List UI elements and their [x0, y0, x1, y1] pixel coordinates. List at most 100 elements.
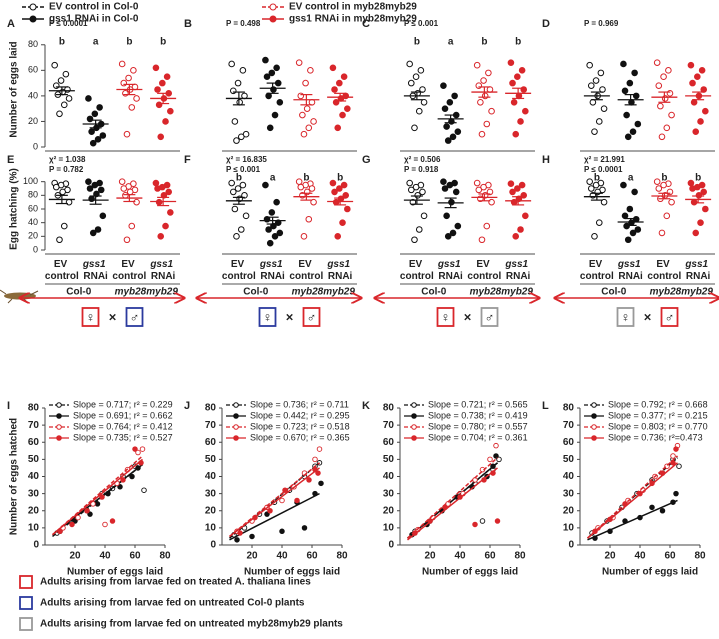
data-point — [56, 110, 63, 118]
stat-text: P = 0.782 — [49, 165, 84, 174]
data-point — [308, 185, 316, 192]
significance-letter: b — [661, 173, 667, 184]
data-point — [673, 446, 679, 452]
y-tick-label: 20 — [563, 505, 575, 516]
data-point — [595, 219, 603, 226]
data-point — [233, 233, 240, 240]
y-tick-label: 70 — [205, 420, 217, 431]
data-point — [697, 219, 704, 226]
data-point — [694, 73, 701, 81]
male-symbol: ♂ — [485, 309, 495, 324]
data-point — [623, 111, 630, 119]
legend-marker — [411, 402, 417, 408]
data-point — [477, 98, 484, 106]
data-point — [507, 180, 515, 188]
x-tick-label: 60 — [306, 551, 318, 562]
panel-label: A — [7, 18, 15, 30]
data-point — [690, 198, 698, 206]
data-point — [692, 128, 700, 135]
x-tick-label: 60 — [664, 551, 676, 562]
cross-box — [258, 307, 277, 327]
data-point — [411, 124, 418, 132]
cross-box — [480, 307, 499, 327]
data-point — [592, 77, 600, 84]
data-point — [237, 226, 245, 233]
box-legend-swatch — [19, 575, 33, 589]
data-point — [297, 92, 305, 100]
y-tick-label: 10 — [28, 523, 40, 534]
data-point — [60, 222, 68, 230]
stat-text: P ≤ 0.001 — [226, 165, 261, 174]
data-point — [473, 61, 481, 69]
data-point — [155, 198, 163, 206]
x-tick-label: 20 — [69, 551, 81, 562]
category-label: gss1 RNAi — [149, 259, 176, 282]
data-point — [307, 67, 314, 74]
data-point — [668, 111, 675, 119]
data-point — [666, 90, 674, 97]
data-point — [306, 477, 312, 483]
y-tick-label: 80 — [28, 190, 38, 200]
legend-marker — [56, 413, 62, 419]
data-point — [89, 139, 97, 147]
data-point — [517, 226, 524, 233]
data-point — [99, 212, 107, 220]
group-label: Col-0 — [243, 287, 268, 298]
data-point — [514, 185, 521, 192]
stat-text: P = 0.498 — [226, 19, 261, 28]
data-point — [483, 222, 491, 230]
data-point — [312, 456, 318, 463]
significance-letter: b — [337, 173, 343, 184]
data-point — [154, 185, 161, 192]
data-point — [152, 64, 160, 72]
legend-marker — [591, 424, 597, 430]
data-point — [282, 487, 288, 493]
female-symbol: ♀ — [263, 309, 273, 324]
y-tick-label: 80 — [563, 403, 575, 414]
data-point — [522, 107, 529, 115]
data-point — [687, 61, 695, 69]
data-point — [329, 179, 337, 187]
data-point — [305, 124, 313, 132]
data-point — [451, 92, 458, 100]
y-tick-label: 70 — [383, 420, 395, 431]
data-point — [152, 179, 160, 187]
data-point — [657, 102, 664, 110]
cross-sign: × — [644, 309, 652, 324]
data-point — [301, 525, 308, 531]
data-point — [412, 73, 420, 81]
y-tick-label: 30 — [563, 488, 575, 499]
panel-label: B — [184, 18, 192, 30]
x-tick-label: 80 — [514, 551, 526, 562]
series-label: Slope = 0.442; r² = 0.295 — [250, 410, 350, 420]
data-point — [132, 446, 138, 452]
data-point — [125, 74, 132, 82]
x-tick-label: 80 — [159, 551, 171, 562]
fit-line — [52, 458, 143, 536]
series-label: Slope = 0.736; r² = 0.711 — [250, 399, 349, 409]
data-point — [295, 59, 303, 66]
stat-text: χ² = 1.038 — [49, 155, 86, 164]
series-label: Slope = 0.780; r² = 0.557 — [428, 421, 528, 431]
y-tick-label: 20 — [383, 505, 395, 516]
x-tick-label: 20 — [604, 551, 616, 562]
data-point — [600, 105, 608, 112]
data-point — [65, 95, 73, 102]
data-point — [480, 183, 487, 191]
data-point — [440, 178, 447, 185]
x-tick-label: 20 — [246, 551, 258, 562]
legend-marker — [591, 435, 597, 441]
data-point — [52, 82, 60, 89]
group-label: myb28myb29 — [115, 287, 179, 298]
data-point — [318, 480, 324, 487]
y-tick-label: 30 — [205, 488, 217, 499]
data-point — [233, 137, 240, 144]
data-point — [270, 222, 277, 230]
data-point — [415, 226, 423, 233]
y-tick-label: 50 — [28, 454, 40, 465]
data-point — [270, 86, 277, 93]
y-tick-label: 10 — [383, 523, 395, 534]
data-point — [339, 219, 346, 226]
data-point — [118, 60, 126, 68]
data-point — [93, 190, 100, 198]
